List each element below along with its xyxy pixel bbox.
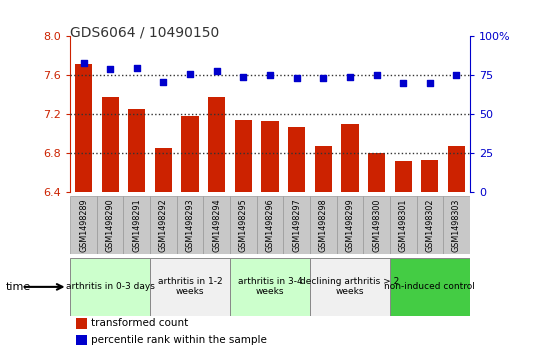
Text: GSM1498291: GSM1498291 bbox=[132, 198, 141, 252]
Text: GSM1498300: GSM1498300 bbox=[372, 198, 381, 252]
Bar bbox=[124, 196, 150, 254]
Bar bbox=[230, 196, 256, 254]
Bar bbox=[70, 196, 97, 254]
Text: arthritis in 0-3 days: arthritis in 0-3 days bbox=[66, 282, 154, 291]
Bar bbox=[368, 154, 385, 192]
Text: GSM1498302: GSM1498302 bbox=[426, 198, 434, 252]
Bar bbox=[448, 146, 465, 192]
Bar bbox=[235, 120, 252, 192]
Text: declining arthritis > 2
weeks: declining arthritis > 2 weeks bbox=[300, 277, 400, 297]
Text: GSM1498301: GSM1498301 bbox=[399, 198, 408, 252]
Bar bbox=[204, 196, 230, 254]
Bar bbox=[310, 196, 336, 254]
Bar bbox=[416, 196, 443, 254]
Bar bbox=[288, 127, 305, 192]
Point bbox=[212, 68, 221, 74]
Bar bbox=[421, 160, 438, 192]
Text: GSM1498296: GSM1498296 bbox=[266, 198, 274, 252]
Text: non-induced control: non-induced control bbox=[384, 282, 475, 291]
Point bbox=[372, 72, 381, 78]
Bar bbox=[75, 64, 92, 192]
Text: percentile rank within the sample: percentile rank within the sample bbox=[91, 335, 267, 345]
Bar bbox=[230, 258, 310, 316]
Bar bbox=[261, 121, 279, 192]
Text: arthritis in 3-4
weeks: arthritis in 3-4 weeks bbox=[238, 277, 302, 297]
Point bbox=[399, 80, 408, 86]
Text: GSM1498303: GSM1498303 bbox=[452, 198, 461, 252]
Text: GSM1498298: GSM1498298 bbox=[319, 198, 328, 252]
Text: transformed count: transformed count bbox=[91, 318, 188, 329]
Point bbox=[186, 71, 194, 77]
Bar bbox=[395, 161, 412, 192]
Bar bbox=[284, 196, 310, 254]
Bar bbox=[128, 110, 145, 192]
Bar bbox=[363, 196, 390, 254]
Point bbox=[426, 80, 434, 86]
Text: time: time bbox=[5, 282, 31, 292]
Text: GDS6064 / 10490150: GDS6064 / 10490150 bbox=[70, 25, 219, 40]
Text: GSM1498289: GSM1498289 bbox=[79, 198, 88, 252]
Bar bbox=[256, 196, 284, 254]
Bar bbox=[310, 258, 390, 316]
Bar bbox=[70, 258, 150, 316]
Bar bbox=[390, 196, 416, 254]
Text: GSM1498295: GSM1498295 bbox=[239, 198, 248, 252]
Bar bbox=[443, 196, 470, 254]
Bar bbox=[177, 196, 204, 254]
Bar bbox=[102, 97, 119, 192]
Point bbox=[79, 60, 88, 66]
Bar bbox=[315, 146, 332, 192]
Point bbox=[319, 76, 328, 81]
Point bbox=[106, 66, 114, 72]
Point bbox=[266, 72, 274, 78]
Text: arthritis in 1-2
weeks: arthritis in 1-2 weeks bbox=[158, 277, 222, 297]
Bar bbox=[150, 196, 177, 254]
Text: GSM1498294: GSM1498294 bbox=[212, 198, 221, 252]
Text: GSM1498290: GSM1498290 bbox=[106, 198, 114, 252]
Bar bbox=[155, 147, 172, 192]
Point bbox=[159, 79, 168, 85]
Text: GSM1498293: GSM1498293 bbox=[186, 198, 194, 252]
Point bbox=[292, 76, 301, 81]
Point bbox=[452, 72, 461, 78]
Bar bbox=[97, 196, 124, 254]
Bar bbox=[150, 258, 230, 316]
Point bbox=[239, 74, 248, 80]
Point bbox=[346, 74, 354, 80]
Bar bbox=[336, 196, 363, 254]
Bar bbox=[341, 124, 359, 192]
Text: GSM1498292: GSM1498292 bbox=[159, 198, 168, 252]
Text: GSM1498299: GSM1498299 bbox=[346, 198, 354, 252]
Text: GSM1498297: GSM1498297 bbox=[292, 198, 301, 252]
Bar bbox=[181, 116, 199, 192]
Bar bbox=[390, 258, 470, 316]
Point bbox=[132, 65, 141, 70]
Bar bbox=[208, 97, 225, 192]
